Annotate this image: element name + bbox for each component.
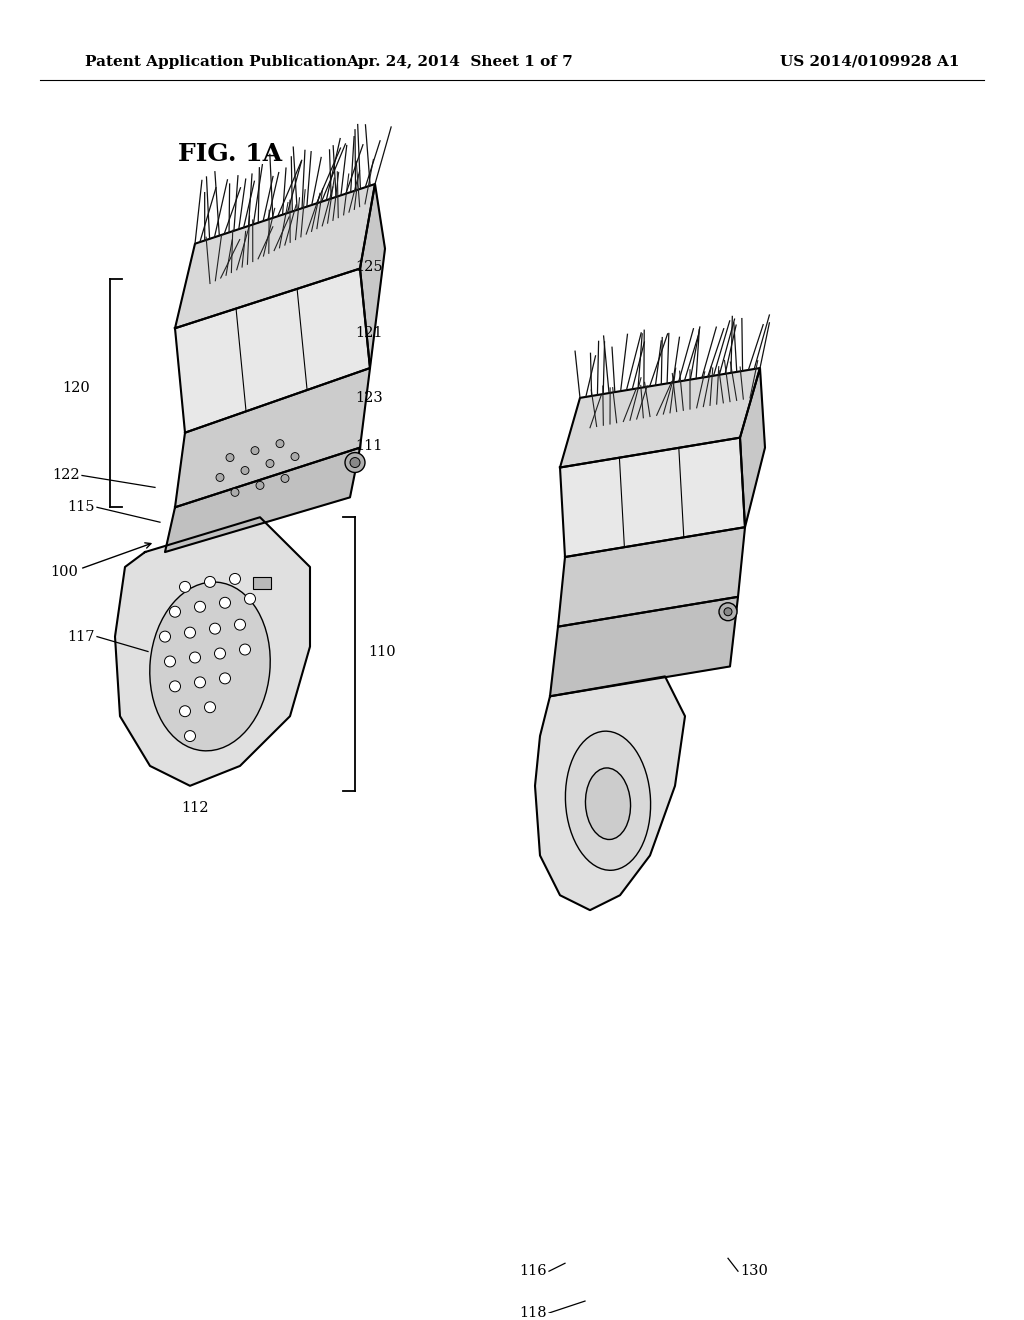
Polygon shape xyxy=(740,368,765,527)
Text: 125: 125 xyxy=(355,260,383,273)
Polygon shape xyxy=(175,268,370,433)
Text: 116: 116 xyxy=(519,1265,547,1278)
Circle shape xyxy=(350,458,360,467)
Circle shape xyxy=(345,453,365,473)
Text: 111: 111 xyxy=(355,438,382,453)
Circle shape xyxy=(195,602,206,612)
Polygon shape xyxy=(165,447,360,552)
Circle shape xyxy=(231,488,239,496)
Text: 100: 100 xyxy=(50,565,78,579)
Circle shape xyxy=(240,644,251,655)
Polygon shape xyxy=(535,676,685,911)
Circle shape xyxy=(165,656,175,667)
Circle shape xyxy=(234,619,246,630)
Ellipse shape xyxy=(586,768,631,840)
Circle shape xyxy=(724,607,732,615)
Circle shape xyxy=(229,573,241,585)
Circle shape xyxy=(170,681,180,692)
Text: FIG. 1A: FIG. 1A xyxy=(178,143,282,166)
Polygon shape xyxy=(175,183,375,329)
Text: 130: 130 xyxy=(740,1265,768,1278)
Circle shape xyxy=(226,454,234,462)
Circle shape xyxy=(291,453,299,461)
Text: 123: 123 xyxy=(355,391,383,405)
Polygon shape xyxy=(360,183,385,368)
Text: 121: 121 xyxy=(355,326,383,341)
Circle shape xyxy=(205,577,215,587)
Text: 122: 122 xyxy=(52,469,80,483)
Polygon shape xyxy=(550,597,738,696)
Ellipse shape xyxy=(150,582,270,751)
Text: 120: 120 xyxy=(62,381,90,395)
Polygon shape xyxy=(560,368,760,467)
Polygon shape xyxy=(115,517,310,785)
Circle shape xyxy=(219,673,230,684)
Text: Patent Application Publication: Patent Application Publication xyxy=(85,54,347,69)
Bar xyxy=(253,577,271,589)
Circle shape xyxy=(251,446,259,454)
Text: US 2014/0109928 A1: US 2014/0109928 A1 xyxy=(780,54,959,69)
Polygon shape xyxy=(175,368,370,507)
Circle shape xyxy=(195,677,206,688)
Circle shape xyxy=(219,598,230,609)
Circle shape xyxy=(276,440,284,447)
Text: 115: 115 xyxy=(68,500,95,515)
Circle shape xyxy=(256,482,264,490)
Circle shape xyxy=(184,730,196,742)
Circle shape xyxy=(170,606,180,618)
Ellipse shape xyxy=(565,731,650,870)
Text: 118: 118 xyxy=(519,1305,547,1320)
Circle shape xyxy=(179,581,190,593)
Circle shape xyxy=(179,706,190,717)
Text: 110: 110 xyxy=(368,644,395,659)
Circle shape xyxy=(281,474,289,482)
Text: 112: 112 xyxy=(181,801,209,814)
Text: FIG. 1B: FIG. 1B xyxy=(627,605,733,628)
Circle shape xyxy=(266,459,274,467)
Circle shape xyxy=(216,474,224,482)
Circle shape xyxy=(189,652,201,663)
Polygon shape xyxy=(560,438,745,557)
Circle shape xyxy=(245,593,256,605)
Circle shape xyxy=(719,603,737,620)
Text: 117: 117 xyxy=(68,630,95,644)
Text: Apr. 24, 2014  Sheet 1 of 7: Apr. 24, 2014 Sheet 1 of 7 xyxy=(347,54,573,69)
Circle shape xyxy=(184,627,196,638)
Polygon shape xyxy=(558,527,745,627)
Circle shape xyxy=(241,466,249,474)
Circle shape xyxy=(214,648,225,659)
Circle shape xyxy=(160,631,171,642)
Circle shape xyxy=(210,623,220,634)
Circle shape xyxy=(205,702,215,713)
